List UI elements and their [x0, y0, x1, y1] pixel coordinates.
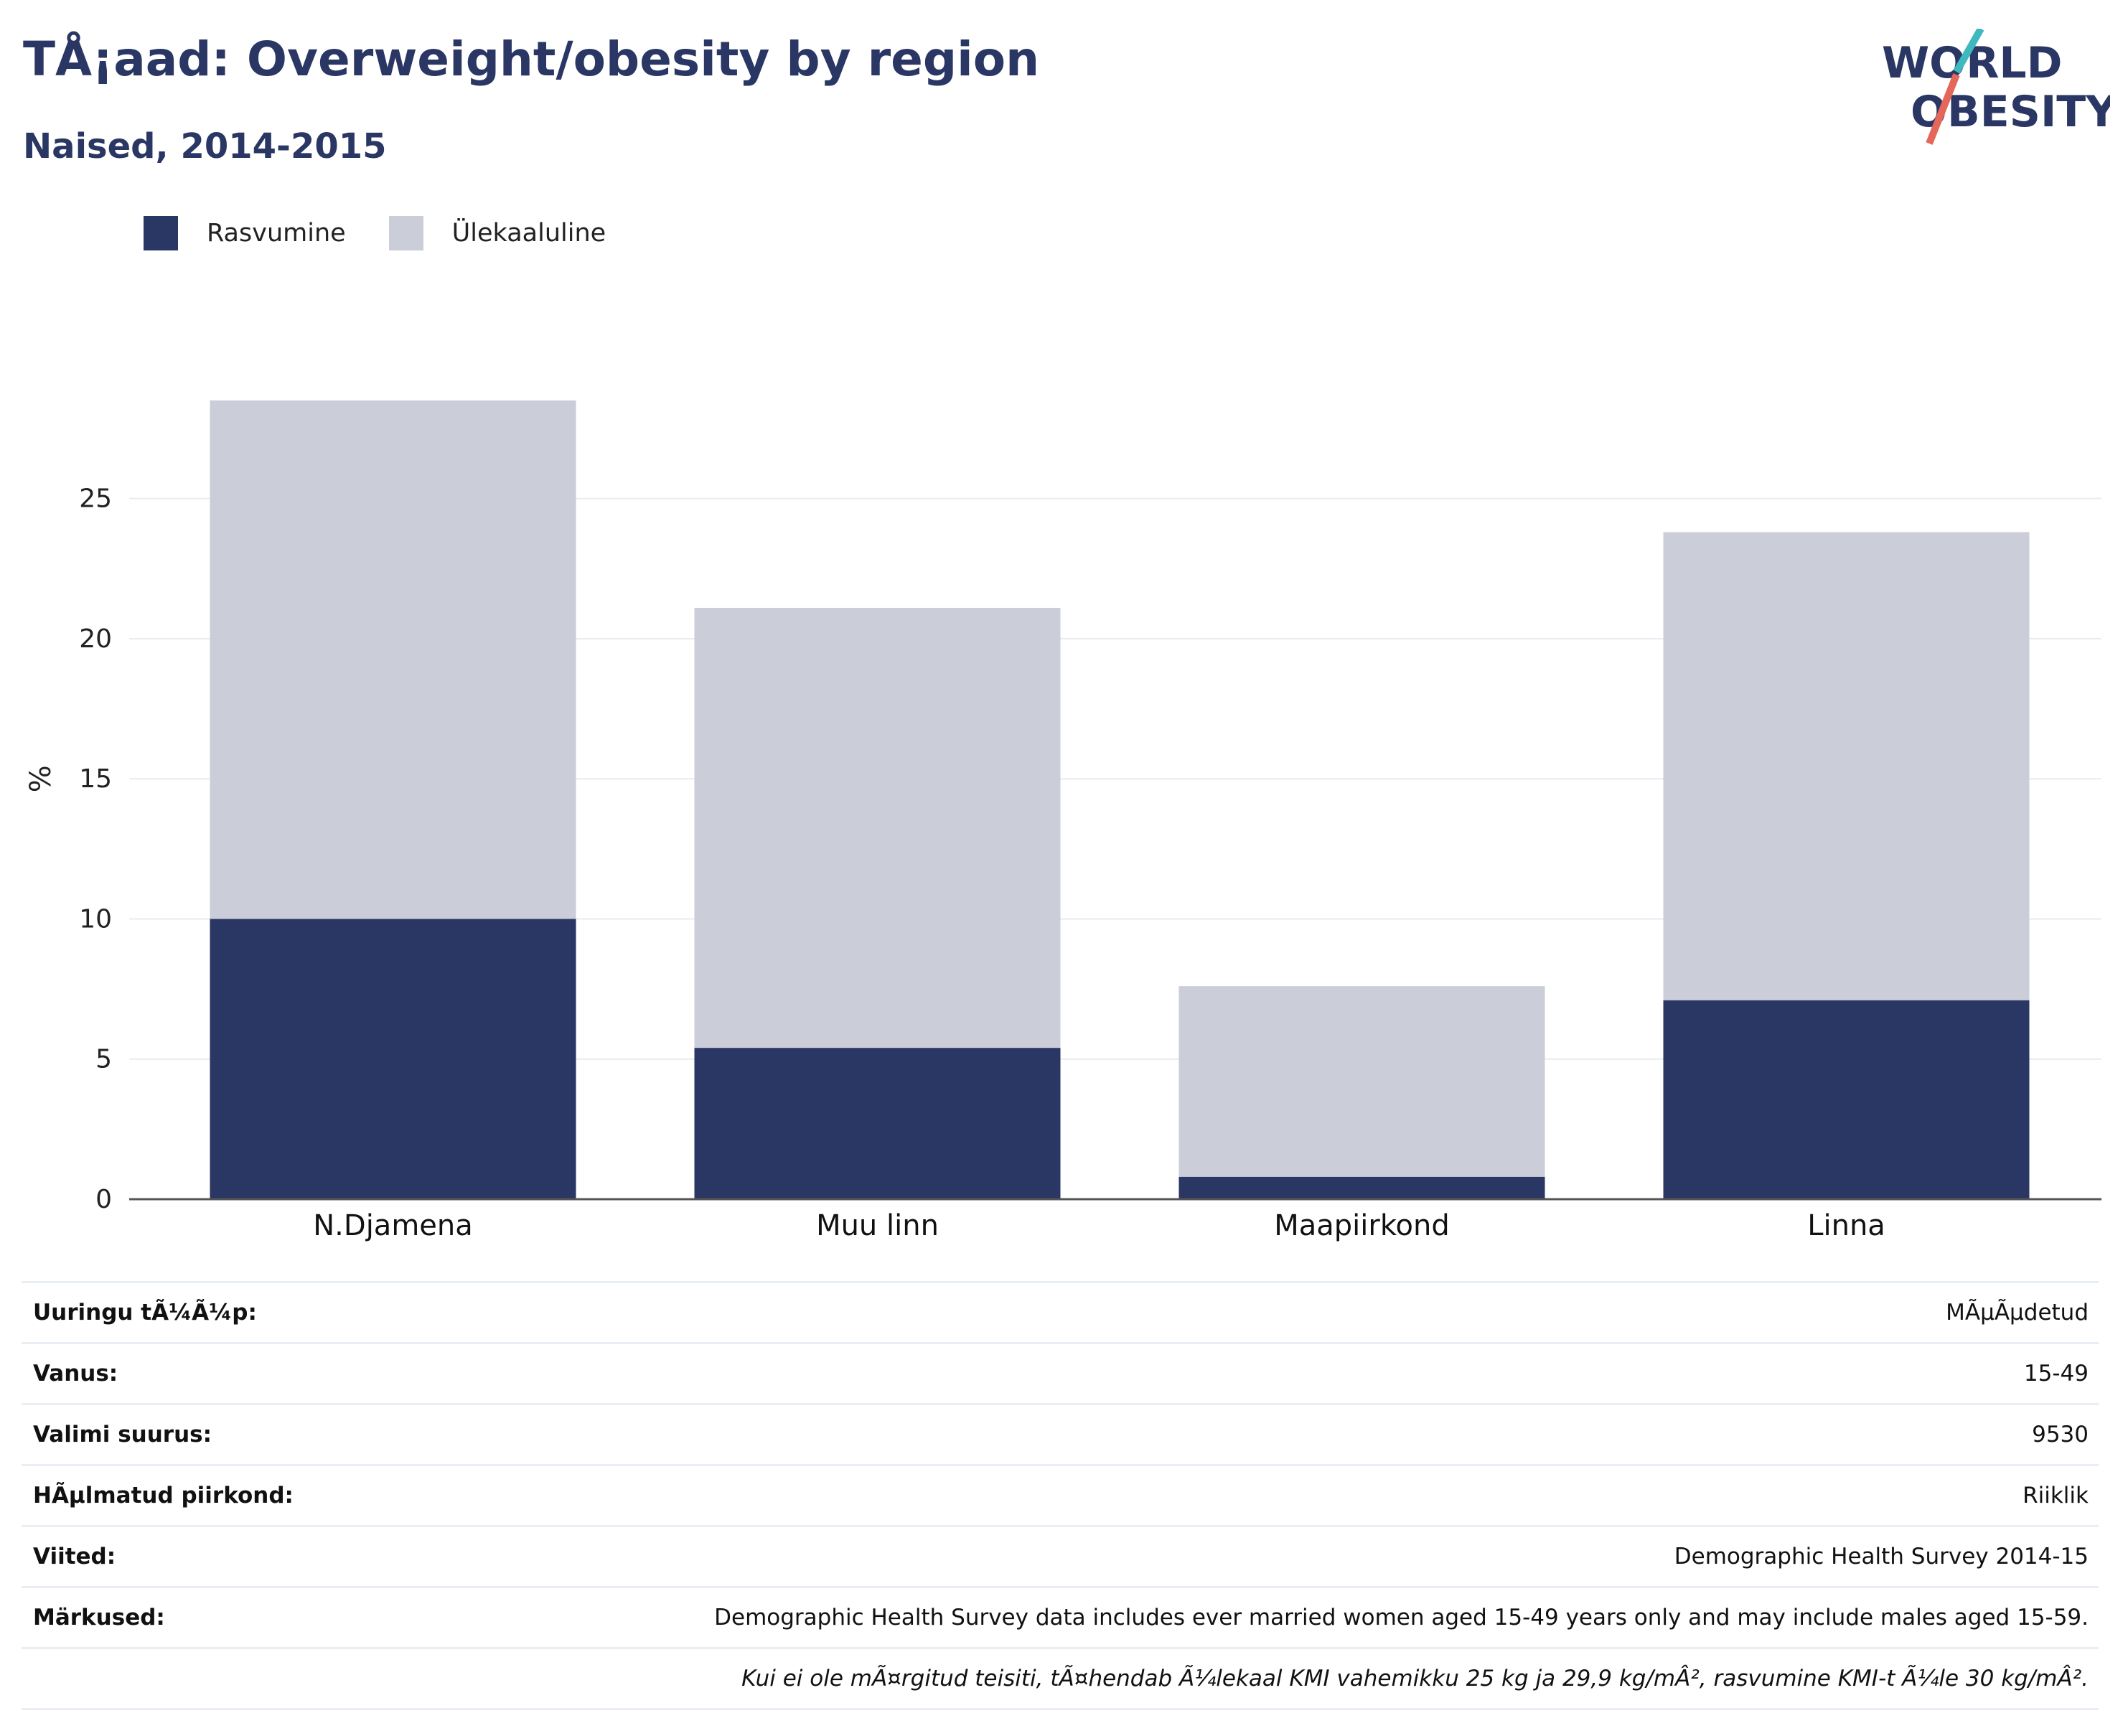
- legend-item-ulekaaluline: Ülekaaluline: [388, 216, 606, 250]
- stacked-bar-chart: 0 5 10 15 20 25% N.Djamena Muu linn Maapiirkond L…: [24, 400, 2101, 1242]
- info-row-value: Demographic Health Survey data includes …: [714, 1605, 2089, 1631]
- info-row-value: MÃµÃµdetud: [1946, 1300, 2089, 1326]
- page-title: TÅ¡aad: Overweight/obesity by region: [23, 32, 1040, 87]
- page-subtitle: Naised, 2014-2015: [23, 126, 387, 166]
- x-tick-label: Linna: [1807, 1209, 1885, 1242]
- info-row-label: HÃµlmatud piirkond:: [33, 1483, 294, 1509]
- bar-ulekaaluline: [1178, 986, 1545, 1177]
- info-row-value: 15-49: [2023, 1361, 2089, 1387]
- legend-swatch-rasvumine: [144, 216, 178, 250]
- info-row-label: Viited:: [33, 1544, 116, 1570]
- y-tick-label: 5: [95, 1045, 112, 1074]
- bar-ulekaaluline: [694, 607, 1061, 1048]
- info-row: Uuringu tÃ¼Ã¼p: MÃµÃµdetud: [22, 1281, 2099, 1342]
- info-row-value: Riiklik: [2023, 1483, 2089, 1509]
- info-row-value: Kui ei ole mÃ¤rgitud teisiti, tÃ¤hendab …: [741, 1666, 2089, 1692]
- y-tick-label: 15: [79, 764, 112, 794]
- bar-rasvumine: [1178, 1176, 1545, 1199]
- y-tick-label: 20: [79, 624, 112, 654]
- info-row-value: 9530: [2032, 1422, 2089, 1448]
- logo-slash-teal: [1953, 29, 1984, 74]
- info-row-label: Märkused:: [33, 1605, 165, 1631]
- info-row: Viited: Demographic Health Survey 2014-15: [22, 1525, 2099, 1586]
- x-tick-label: N.Djamena: [313, 1209, 473, 1242]
- info-row: Kui ei ole mÃ¤rgitud teisiti, tÃ¤hendab …: [22, 1647, 2099, 1710]
- y-tick-label: 10: [79, 904, 112, 934]
- info-row: Vanus: 15-49: [22, 1342, 2099, 1403]
- world-obesity-logo: WORLD OBESITY: [1882, 29, 2110, 145]
- x-tick-label: Muu linn: [816, 1209, 939, 1242]
- info-row: HÃµlmatud piirkond: Riiklik: [22, 1464, 2099, 1525]
- x-tick-label: Maapiirkond: [1274, 1209, 1450, 1242]
- y-axis-label: %: [24, 765, 57, 792]
- chart-legend: Rasvumine Ülekaaluline: [144, 214, 649, 253]
- info-row-label: Valimi suurus:: [33, 1422, 212, 1448]
- legend-label-rasvumine: Rasvumine: [207, 219, 346, 248]
- logo-slash-coral: [1926, 73, 1960, 145]
- bar-rasvumine: [1663, 1000, 2030, 1199]
- y-tick-label: 0: [95, 1185, 112, 1214]
- info-row: Märkused: Demographic Health Survey data …: [22, 1586, 2099, 1647]
- y-tick-label: 25: [79, 484, 112, 514]
- bar-rasvumine: [210, 919, 576, 1199]
- info-row-label: Uuringu tÃ¼Ã¼p:: [33, 1300, 257, 1326]
- info-row-label: Vanus:: [33, 1361, 118, 1387]
- bar-rasvumine: [694, 1048, 1061, 1199]
- bar-ulekaaluline: [210, 400, 576, 919]
- bar-ulekaaluline: [1663, 532, 2030, 1000]
- info-row: Valimi suurus: 9530: [22, 1403, 2099, 1464]
- legend-label-ulekaaluline: Ülekaaluline: [451, 219, 606, 248]
- legend-swatch-ulekaaluline: [388, 216, 423, 250]
- survey-info-table: Uuringu tÃ¼Ã¼p: MÃµÃµdetud Vanus: 15-49 Vali…: [22, 1281, 2099, 1710]
- legend-item-rasvumine: Rasvumine: [144, 216, 346, 250]
- info-row-value: Demographic Health Survey 2014-15: [1674, 1544, 2089, 1570]
